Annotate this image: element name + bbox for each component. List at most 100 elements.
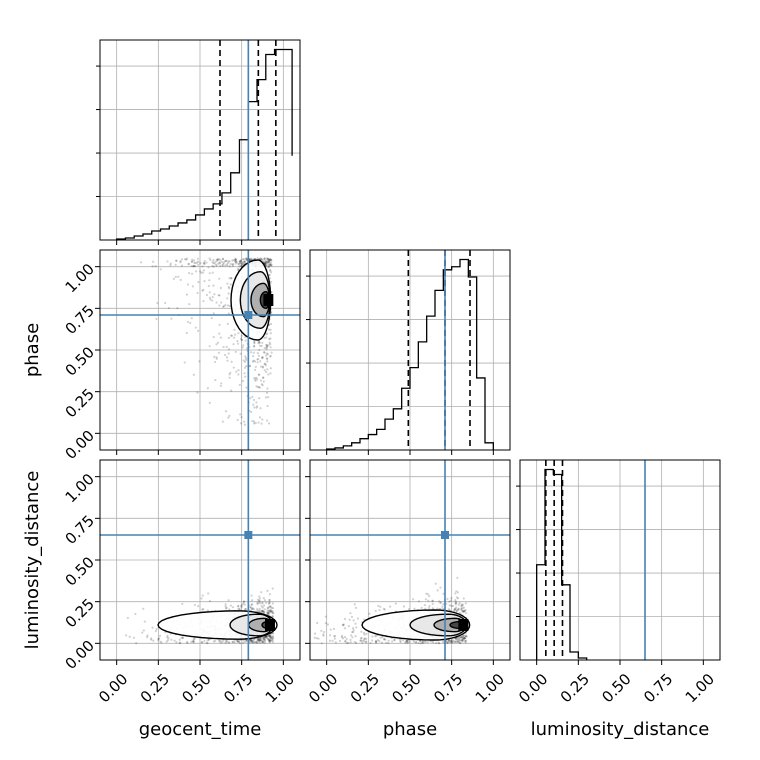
scatter-point: [146, 636, 149, 639]
scatter-point: [353, 603, 356, 606]
scatter-point: [259, 602, 262, 605]
scatter-point: [178, 638, 181, 641]
scatter-point: [208, 272, 211, 275]
scatter-point: [167, 306, 170, 310]
scatter-point: [385, 641, 388, 644]
scatter-point: [264, 362, 267, 365]
scatter-point: [269, 609, 273, 612]
scatter-point: [201, 289, 204, 292]
truth-marker: [244, 311, 253, 319]
scatter-point: [263, 636, 266, 639]
scatter-point: [459, 604, 463, 607]
scatter-point: [190, 640, 193, 643]
scatter-point: [462, 606, 466, 609]
scatter-point: [263, 641, 266, 645]
scatter-point: [427, 606, 431, 610]
scatter-point: [399, 639, 402, 642]
scatter-point: [238, 260, 241, 263]
scatter-point: [215, 258, 218, 261]
scatter-point: [460, 639, 463, 642]
scatter-point: [355, 626, 358, 629]
scatter-point: [255, 376, 258, 379]
scatter-point: [279, 633, 281, 635]
scatter-point: [329, 628, 332, 631]
scatter-point: [265, 637, 268, 640]
scatter-point: [253, 341, 256, 344]
scatter-point: [351, 631, 354, 634]
scatter-point: [255, 406, 258, 409]
scatter-point: [333, 634, 336, 638]
scatter-point: [262, 637, 266, 640]
scatter-point: [236, 340, 239, 343]
x-tick-label: 1.00: [472, 670, 508, 706]
scatter-point: [236, 342, 240, 345]
scatter-point: [260, 258, 263, 261]
scatter-point: [220, 641, 223, 644]
scatter-point: [263, 638, 267, 641]
scatter-point: [62, 635, 64, 637]
scatter-point: [263, 640, 267, 643]
scatter-point: [267, 602, 270, 605]
scatter-point: [266, 332, 269, 335]
scatter-point: [434, 582, 437, 585]
scatter-point: [426, 593, 430, 596]
scatter-point: [143, 620, 146, 623]
scatter-point: [263, 369, 266, 372]
scatter-point: [194, 262, 197, 265]
scatter-point: [240, 606, 243, 609]
scatter-point: [257, 421, 260, 424]
scatter-point: [165, 640, 168, 643]
scatter-point: [428, 594, 431, 598]
scatter-point: [406, 641, 409, 644]
scatter-point: [383, 608, 386, 611]
scatter-point: [269, 261, 273, 264]
scatter-point: [267, 328, 270, 331]
scatter-point: [261, 384, 264, 387]
scatter-point: [269, 322, 273, 326]
scatter-point: [232, 366, 235, 369]
scatter-point: [230, 334, 234, 337]
scatter-point: [210, 317, 213, 320]
scatter-point: [226, 304, 230, 307]
scatter-point: [262, 376, 265, 379]
scatter-point: [268, 634, 271, 638]
scatter-point: [175, 641, 178, 644]
scatter-point: [226, 264, 229, 267]
scatter-point: [267, 373, 270, 376]
scatter-point: [245, 640, 248, 643]
scatter-point: [419, 642, 422, 645]
scatter-point: [462, 636, 465, 640]
scatter-point: [236, 418, 239, 422]
scatter-point: [252, 345, 256, 348]
scatter-point: [186, 640, 189, 644]
scatter-point: [269, 355, 272, 358]
scatter-point: [454, 640, 457, 644]
scatter-point: [265, 343, 268, 347]
scatter-point: [268, 259, 271, 262]
scatter-point: [421, 641, 424, 644]
scatter-point: [224, 304, 227, 307]
scatter-point: [432, 641, 435, 644]
scatter-point: [257, 609, 260, 612]
scatter-point: [213, 293, 216, 296]
scatter-point: [228, 608, 231, 611]
scatter-point: [255, 641, 258, 645]
scatter-point: [222, 305, 225, 308]
scatter-point: [387, 639, 390, 642]
scatter-point: [231, 606, 235, 609]
scatter-point: [250, 603, 254, 606]
scatter-point: [236, 640, 239, 643]
scatter-point: [155, 627, 158, 631]
scatter-point: [268, 609, 271, 612]
scatter-point: [126, 616, 129, 620]
scatter-point: [201, 594, 204, 597]
scatter-point: [258, 639, 261, 642]
scatter-point: [239, 260, 242, 263]
scatter-point: [142, 607, 145, 610]
scatter-point: [344, 640, 347, 643]
scatter-point: [272, 636, 275, 639]
scatter-point: [228, 277, 231, 280]
scatter-point: [213, 355, 216, 358]
density-peak: [458, 619, 469, 631]
